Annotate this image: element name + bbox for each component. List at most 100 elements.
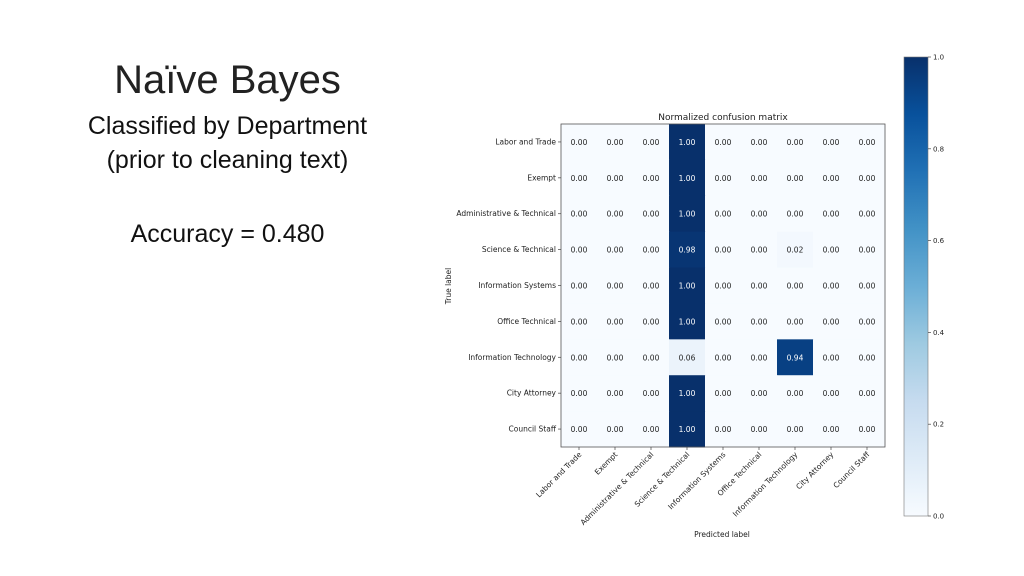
slide-title: Naïve Bayes	[114, 58, 341, 102]
matrix-cell	[597, 339, 634, 376]
matrix-cell	[813, 195, 850, 233]
cell-value-label: 0.00	[643, 210, 660, 219]
colorbar-tick-label: 0.6	[933, 237, 945, 245]
cell-value-label: 0.00	[607, 138, 624, 147]
cell-value-label: 0.00	[607, 389, 624, 398]
cell-value-label: 0.00	[715, 174, 732, 183]
x-tick-label: Council Staff	[831, 449, 872, 490]
cell-value-label: 0.00	[751, 246, 768, 255]
matrix-cell	[741, 303, 778, 340]
matrix-cell	[633, 267, 670, 304]
cell-value-label: 0.00	[643, 425, 660, 434]
matrix-cell	[705, 339, 742, 376]
colorbar-tick-label: 1.0	[933, 54, 944, 62]
x-tick-label: Exempt	[593, 450, 620, 477]
matrix-cell	[741, 231, 778, 269]
matrix-cell	[777, 195, 814, 233]
cell-value-label: 1.00	[679, 174, 696, 183]
matrix-cell	[705, 303, 742, 340]
matrix-cell	[705, 411, 742, 448]
cell-value-label: 0.00	[715, 353, 732, 362]
matrix-cell	[633, 195, 670, 233]
cell-value-label: 0.00	[787, 317, 804, 326]
colorbar-tick-label: 0.4	[933, 329, 945, 337]
cell-value-label: 0.00	[823, 174, 840, 183]
matrix-cell	[849, 195, 886, 233]
cell-value-label: 0.00	[823, 246, 840, 255]
cell-value-label: 0.00	[859, 174, 876, 183]
cell-value-label: 0.00	[571, 282, 588, 291]
cell-value-label: 0.00	[715, 282, 732, 291]
cell-value-label: 0.00	[643, 353, 660, 362]
slide-subtitle-line2: (prior to cleaning text)	[106, 146, 349, 174]
cell-value-label: 1.00	[679, 425, 696, 434]
cell-value-label: 0.00	[571, 317, 588, 326]
y-tick-label: City Attorney	[507, 389, 557, 398]
cell-value-label: 0.00	[823, 138, 840, 147]
matrix-cell	[777, 375, 814, 412]
cell-value-label: 0.00	[643, 138, 660, 147]
y-tick-label: Exempt	[527, 173, 556, 182]
cell-value-label: 0.00	[643, 246, 660, 255]
matrix-cell	[561, 124, 598, 161]
matrix-cell	[741, 411, 778, 448]
matrix-cell	[669, 231, 706, 269]
colorbar-tick-label: 0.0	[933, 513, 944, 521]
cell-value-label: 0.00	[859, 353, 876, 362]
chart-title: Normalized confusion matrix	[658, 113, 788, 123]
cell-value-label: 0.00	[571, 138, 588, 147]
cell-value-label: 1.00	[679, 282, 696, 291]
matrix-cell	[633, 303, 670, 340]
cell-value-label: 0.02	[787, 246, 804, 255]
cell-value-label: 0.00	[787, 138, 804, 147]
colorbar	[903, 56, 929, 517]
cell-value-label: 0.98	[679, 246, 696, 255]
cell-value-label: 0.00	[859, 389, 876, 398]
cell-value-label: 1.00	[679, 317, 696, 326]
y-tick-label: Council Staff	[509, 425, 557, 434]
cell-value-label: 0.00	[751, 210, 768, 219]
y-tick-label: Office Technical	[497, 317, 556, 326]
x-tick-label: Information Technology	[731, 450, 800, 519]
matrix-cell	[633, 159, 670, 197]
matrix-cell	[813, 124, 850, 161]
cell-value-label: 0.00	[607, 210, 624, 219]
matrix-cell	[669, 124, 706, 161]
cell-value-label: 0.00	[571, 389, 588, 398]
cell-value-label: 1.00	[679, 138, 696, 147]
matrix-cell	[597, 124, 634, 161]
cell-value-label: 0.00	[751, 282, 768, 291]
cell-value-label: 0.00	[607, 353, 624, 362]
cell-value-label: 0.00	[787, 174, 804, 183]
matrix-cell	[849, 303, 886, 340]
cell-value-label: 0.00	[787, 389, 804, 398]
cell-value-label: 0.00	[823, 282, 840, 291]
cell-value-label: 0.00	[715, 389, 732, 398]
cell-value-label: 0.00	[859, 317, 876, 326]
cell-value-label: 0.00	[751, 425, 768, 434]
cell-value-label: 0.06	[679, 353, 696, 362]
cell-value-label: 0.00	[751, 317, 768, 326]
cell-value-label: 0.00	[571, 174, 588, 183]
y-tick-label: Labor and Trade	[495, 137, 556, 146]
matrix-cell	[669, 303, 706, 340]
matrix-cell	[597, 303, 634, 340]
matrix-cell	[669, 375, 706, 412]
matrix-cell	[849, 411, 886, 448]
matrix-cell	[561, 303, 598, 340]
matrix-cell	[597, 159, 634, 197]
matrix-cell	[669, 195, 706, 233]
cell-value-label: 0.94	[787, 353, 804, 362]
cell-value-label: 0.00	[823, 210, 840, 219]
matrix-cell	[669, 267, 706, 304]
x-tick-label: City Attorney	[794, 450, 836, 492]
cell-value-label: 0.00	[607, 282, 624, 291]
matrix-cell	[813, 411, 850, 448]
matrix-cell	[561, 159, 598, 197]
matrix-cell	[561, 267, 598, 304]
matrix-cell	[561, 339, 598, 376]
matrix-cell	[849, 159, 886, 197]
matrix-cell	[597, 267, 634, 304]
matrix-cell	[777, 303, 814, 340]
